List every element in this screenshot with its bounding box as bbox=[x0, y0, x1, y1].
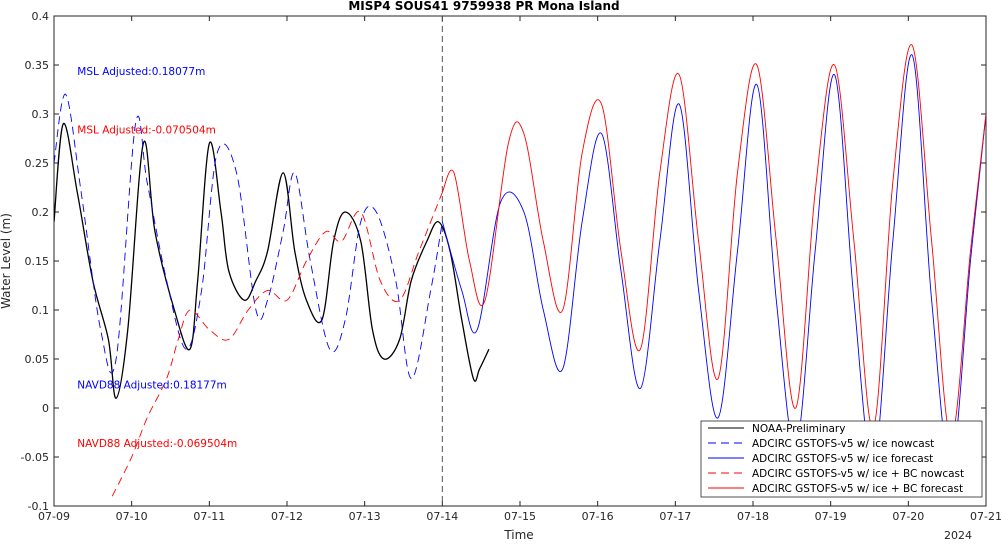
x-tick-label: 07-19 bbox=[815, 510, 847, 523]
annotation-text: NAVD88 Adjusted:0.18177m bbox=[77, 379, 226, 391]
x-tick-label: 07-10 bbox=[116, 510, 148, 523]
x-tick-label: 07-21 bbox=[970, 510, 1001, 523]
x-tick-label: 07-20 bbox=[892, 510, 924, 523]
y-tick-label: 0.2 bbox=[32, 206, 50, 219]
chart-title: MISP4 SOUS41 9759938 PR Mona Island bbox=[348, 0, 619, 13]
x-tick-label: 07-13 bbox=[349, 510, 381, 523]
series-line-0 bbox=[54, 123, 490, 399]
y-axis: -0.1 -0.05 0 0.05 0.1 0.15 0.2 0.25 0.3 0.35 0.4 bbox=[21, 10, 986, 513]
x-axis-year-label: 2024 bbox=[944, 529, 972, 541]
annotations: MSL Adjusted:0.18077m MSL Adjusted:-0.070… bbox=[77, 66, 237, 450]
legend-entry: ADCIRC GSTOFS-v5 w/ ice forecast bbox=[752, 453, 933, 465]
x-tick-label: 07-09 bbox=[38, 510, 70, 523]
y-tick-label: -0.1 bbox=[28, 500, 49, 513]
series-line-1 bbox=[54, 93, 443, 380]
legend-box bbox=[700, 420, 983, 498]
x-axis-label: Time bbox=[503, 528, 533, 541]
series-line-4 bbox=[441, 44, 986, 438]
series-line-3 bbox=[111, 192, 443, 497]
y-tick-label: 0.35 bbox=[25, 59, 50, 72]
y-tick-label: 0.05 bbox=[25, 353, 50, 366]
y-tick-label: 0.4 bbox=[32, 10, 50, 23]
legend-entry: ADCIRC GSTOFS-v5 w/ ice + BC forecast bbox=[752, 483, 963, 495]
legend: NOAA-Preliminary ADCIRC GSTOFS-v5 w/ ice … bbox=[700, 420, 983, 498]
y-tick-label: 0.1 bbox=[32, 304, 50, 317]
series-layer bbox=[54, 44, 986, 497]
annotation-text: MSL Adjusted:-0.070504m bbox=[77, 125, 216, 137]
legend-entry: ADCIRC GSTOFS-v5 w/ ice + BC nowcast bbox=[752, 468, 964, 480]
y-tick-label: 0 bbox=[42, 402, 49, 415]
x-tick-label: 07-14 bbox=[426, 510, 458, 523]
series-line-2 bbox=[441, 54, 986, 468]
x-tick-label: 07-12 bbox=[271, 510, 303, 523]
x-tick-label: 07-18 bbox=[737, 510, 769, 523]
x-tick-label: 07-16 bbox=[582, 510, 614, 523]
legend-entry: ADCIRC GSTOFS-v5 w/ ice nowcast bbox=[752, 438, 934, 450]
y-tick-label: 0.25 bbox=[25, 157, 50, 170]
annotation-text: MSL Adjusted:0.18077m bbox=[77, 66, 205, 78]
x-tick-label: 07-17 bbox=[659, 510, 691, 523]
legend-entry: NOAA-Preliminary bbox=[752, 423, 845, 435]
annotation-text: NAVD88 Adjusted:-0.069504m bbox=[77, 438, 237, 450]
x-axis: 07-09 07-10 07-11 07-12 07-13 07-14 07-15 07-16… bbox=[38, 16, 1001, 523]
y-tick-label: 0.15 bbox=[25, 255, 50, 268]
y-axis-label: Water Level (m) bbox=[0, 213, 13, 309]
x-tick-label: 07-11 bbox=[193, 510, 225, 523]
y-tick-label: 0.3 bbox=[32, 108, 50, 121]
x-tick-label: 07-15 bbox=[504, 510, 536, 523]
y-tick-label: -0.05 bbox=[21, 451, 49, 464]
